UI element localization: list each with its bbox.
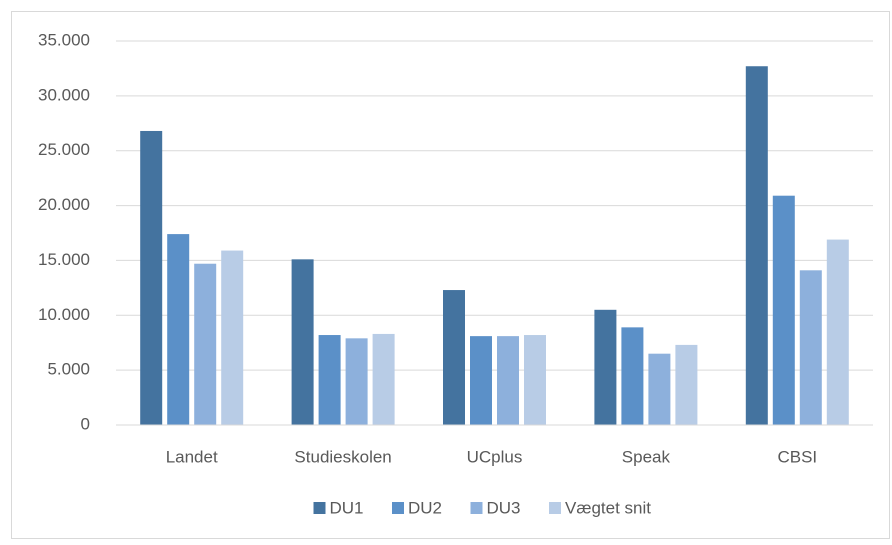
bar: [826, 239, 849, 425]
y-tick-label: 35.000: [38, 30, 90, 49]
y-tick-label: 30.000: [38, 85, 90, 104]
y-tick-label: 15.000: [38, 250, 90, 269]
bar: [799, 270, 822, 425]
y-tick-label: 0: [81, 414, 90, 433]
bar: [470, 336, 492, 425]
legend-swatch: [392, 502, 404, 514]
bar: [372, 333, 395, 425]
bar: [291, 259, 314, 425]
bar: [167, 234, 190, 425]
bar: [594, 309, 617, 425]
bar: [345, 338, 368, 425]
legend-swatch: [549, 502, 561, 514]
y-tick-label: 5.000: [47, 360, 90, 379]
bar: [497, 336, 519, 425]
legend-label: DU2: [408, 498, 442, 517]
legend-swatch: [313, 502, 326, 514]
y-tick-label: 20.000: [38, 195, 90, 214]
bar: [648, 353, 671, 425]
bar: [194, 263, 217, 425]
x-tick-label: UCplus: [467, 447, 523, 466]
x-tick-label: CBSI: [777, 447, 817, 466]
legend-label: Vægtet snit: [565, 498, 651, 517]
bar: [621, 327, 644, 425]
y-tick-label: 25.000: [38, 140, 90, 159]
x-tick-label: Studieskolen: [294, 447, 391, 466]
legend-label: DU1: [330, 498, 364, 517]
bar: [524, 335, 546, 425]
bar: [318, 335, 341, 425]
legend-label: DU3: [487, 498, 521, 517]
bar: [140, 130, 163, 426]
chart-border: [11, 11, 890, 539]
x-tick-label: Speak: [622, 447, 671, 466]
bar: [772, 195, 795, 425]
bar: [221, 250, 244, 425]
bar: [675, 344, 698, 425]
x-tick-label: Landet: [166, 447, 218, 466]
bar: [443, 290, 465, 425]
y-tick-label: 10.000: [38, 305, 90, 324]
legend-swatch: [470, 502, 483, 514]
bar: [745, 66, 768, 425]
